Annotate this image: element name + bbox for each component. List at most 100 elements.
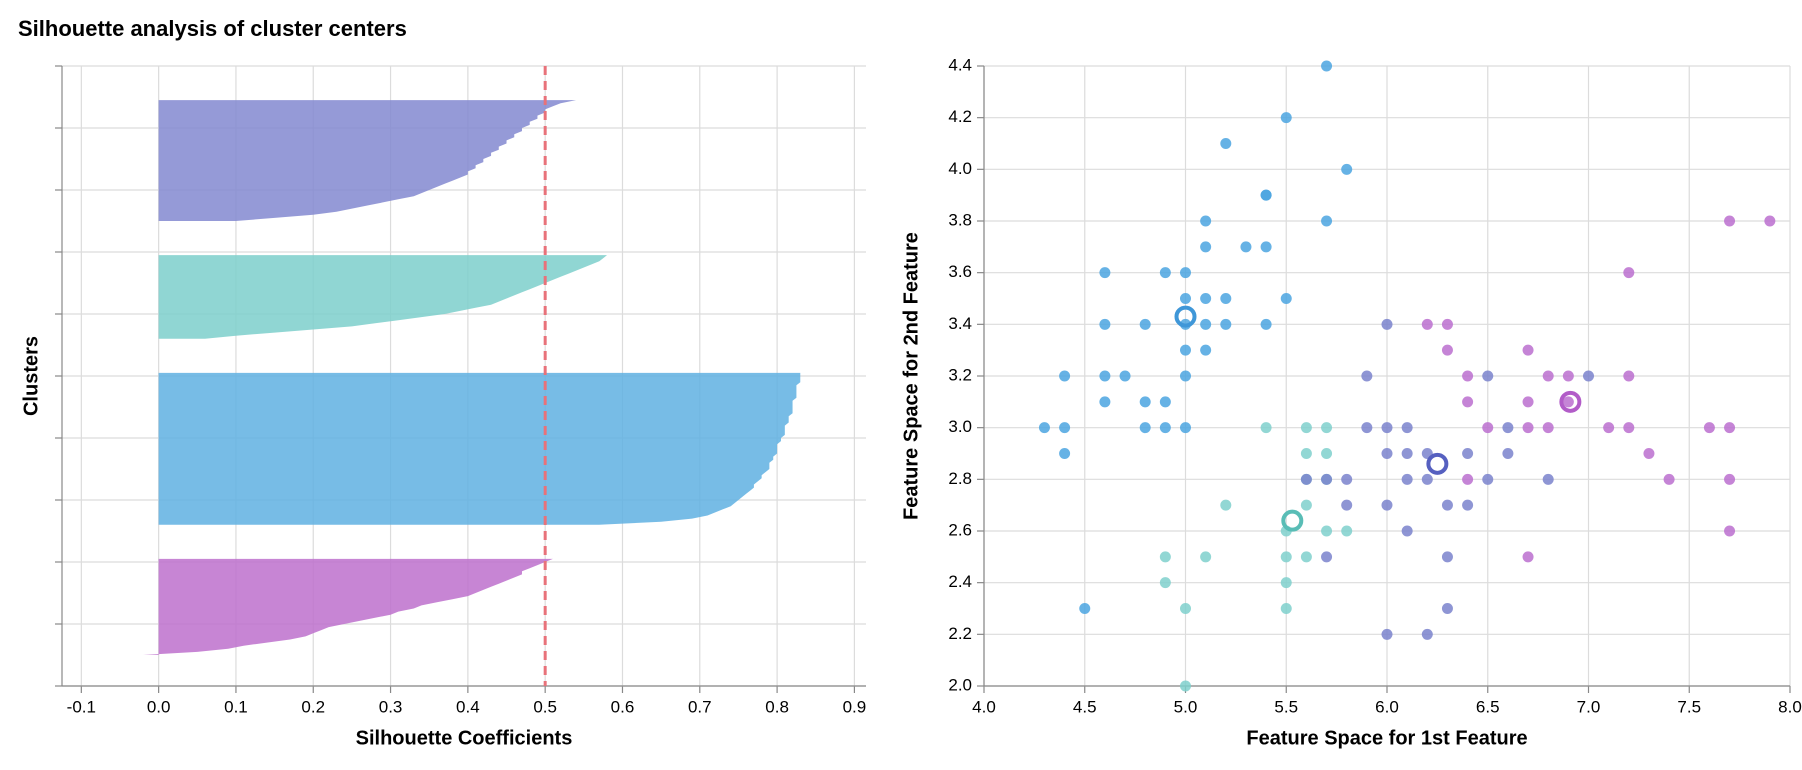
point [1441,551,1453,563]
point [1623,422,1635,434]
point [1522,396,1534,408]
point [1240,241,1252,253]
silhouette-area [143,558,553,655]
point [1220,499,1232,511]
point [1623,370,1635,382]
point [1220,318,1232,330]
point [1059,448,1071,459]
point [1300,551,1312,563]
point [1099,267,1111,279]
x-tick-label: 0.4 [456,697,480,716]
cluster-center [1281,509,1304,532]
x-tick-label: 5.0 [1174,697,1198,716]
y-tick-label: 2.6 [948,520,972,539]
point [1441,318,1453,330]
point [1321,525,1333,537]
point [1724,525,1736,537]
point [1583,370,1594,382]
x-tick-label: 8.0 [1778,697,1802,716]
x-tick-label: 4.0 [972,697,996,716]
point [1341,163,1353,175]
point [1200,241,1212,253]
x-tick-label: 6.5 [1476,697,1500,716]
point [1180,603,1191,614]
point [1522,551,1534,563]
point [1321,60,1333,72]
point [1361,422,1373,434]
point [1059,370,1071,382]
x-tick-label: 6.0 [1375,697,1399,716]
point [1159,577,1171,589]
point [1260,241,1272,253]
point [1764,215,1776,227]
point [1180,370,1191,382]
point [1341,499,1353,511]
point [1280,577,1292,589]
x-tick-label: 0.1 [224,697,248,716]
point [1663,473,1675,485]
point [1562,396,1574,408]
point [1482,422,1494,434]
point [1300,448,1312,459]
point [1200,551,1212,563]
point [1180,293,1191,304]
point [1321,473,1333,485]
point [1482,370,1494,382]
point [1462,370,1474,382]
y-tick-label: 3.6 [948,262,972,281]
point [1159,422,1171,434]
point [1462,396,1474,408]
x-tick-label: 0.8 [765,697,789,716]
x-axis-title: Silhouette Coefficients [356,727,573,749]
cluster-center [1174,305,1197,328]
y-tick-label: 4.4 [948,55,972,74]
point [1300,499,1312,511]
point [1139,396,1151,408]
point [1482,473,1494,485]
point [1180,344,1191,356]
point [1341,473,1353,485]
cluster-center [1559,390,1582,413]
point [1099,370,1111,382]
point [1280,112,1292,124]
point [1361,370,1373,382]
point [1079,603,1091,614]
point [1724,422,1736,434]
x-tick-label: 0.7 [688,697,712,716]
point [1401,473,1413,485]
point [1280,293,1292,304]
point [1603,422,1615,434]
point [1462,473,1474,485]
point [1562,370,1574,382]
point [1260,318,1272,330]
x-axis-title: Feature Space for 1st Feature [1246,727,1527,749]
point [1260,189,1272,201]
x-tick-label: 0.5 [533,697,557,716]
point [1401,422,1413,434]
point [1703,422,1715,434]
point [1623,267,1635,279]
y-axis-title: Feature Space for 2nd Feature [900,232,922,520]
x-tick-label: 0.6 [611,697,635,716]
point [1159,267,1171,279]
point [1643,448,1655,459]
point [1159,396,1171,408]
point [1381,448,1393,459]
point [1502,448,1514,459]
silhouette-area [158,100,577,221]
point [1462,448,1474,459]
point [1059,422,1071,434]
point [1300,422,1312,434]
point [1381,422,1393,434]
point [1724,215,1736,227]
point [1381,628,1393,640]
point [1321,448,1333,459]
x-tick-label: 7.0 [1577,697,1601,716]
x-tick-label: 4.5 [1073,697,1097,716]
point [1321,215,1333,227]
point [1401,525,1413,537]
y-tick-label: 4.0 [948,159,972,178]
x-tick-label: 7.5 [1677,697,1701,716]
cluster-center [1426,452,1449,475]
